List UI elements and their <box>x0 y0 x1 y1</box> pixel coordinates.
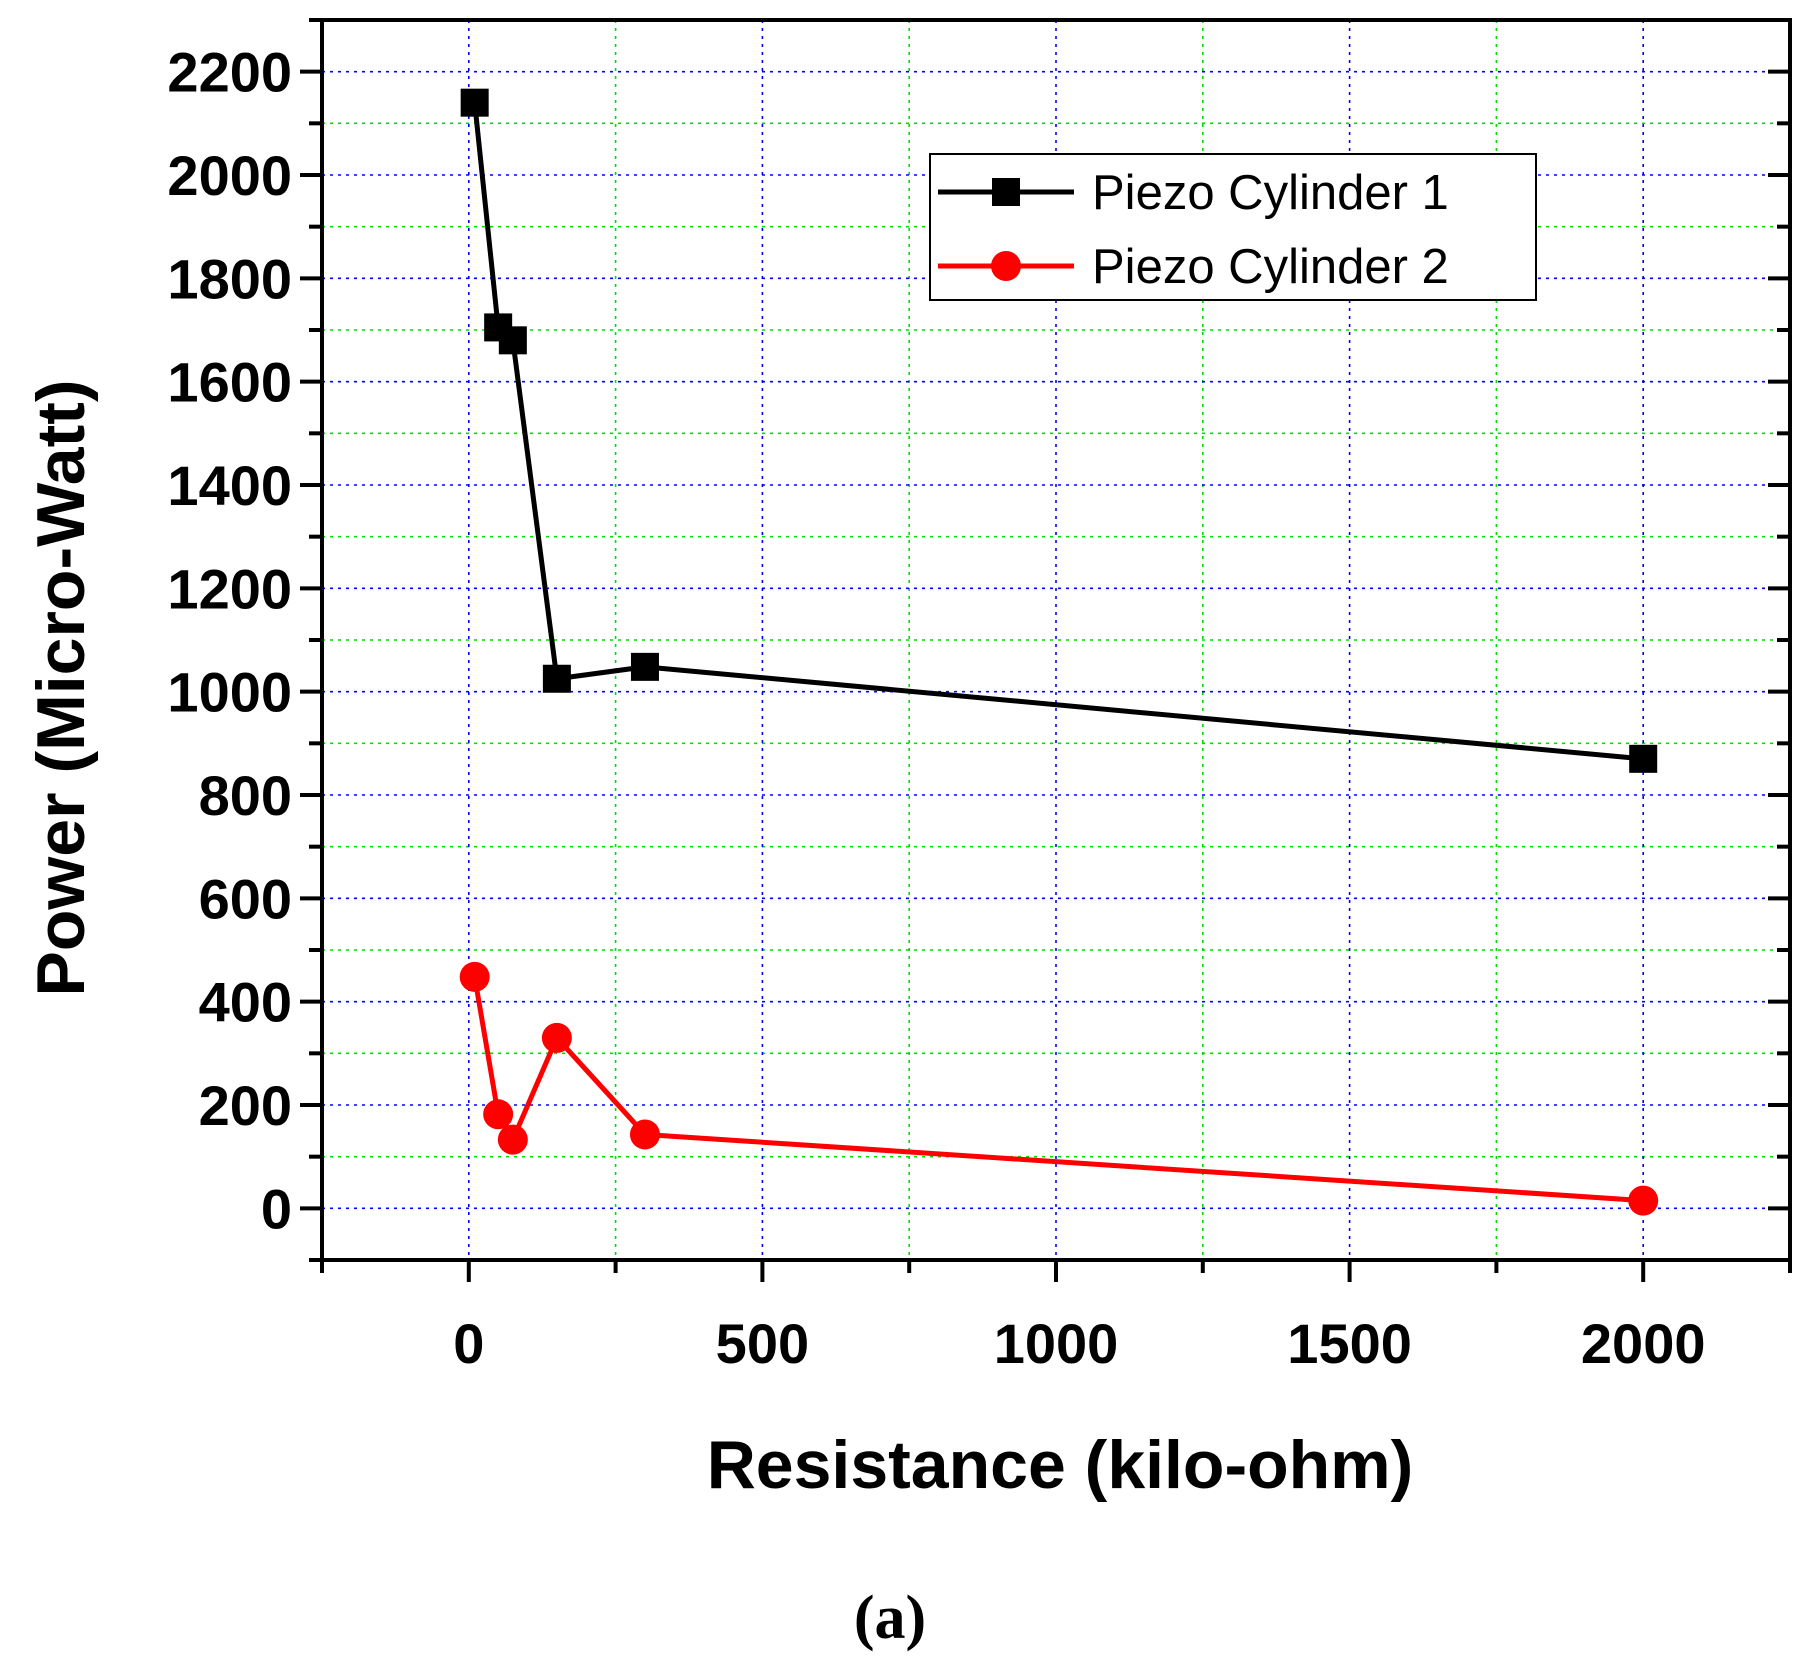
data-point-square <box>460 88 489 117</box>
legend-label: Piezo Cylinder 2 <box>1092 240 1449 294</box>
y-tick-label: 1000 <box>167 661 292 724</box>
legend-marker-circle <box>991 251 1021 281</box>
axis-ticks <box>300 18 1792 1282</box>
data-point-circle <box>483 1099 514 1130</box>
data-point-circle <box>1628 1185 1659 1216</box>
data-series <box>459 88 1659 1216</box>
data-point-square <box>630 652 659 681</box>
data-point-square <box>498 326 527 355</box>
y-tick-label: 400 <box>199 971 292 1034</box>
data-point-circle <box>541 1022 572 1053</box>
y-tick-label: 0 <box>261 1177 292 1240</box>
x-tick-label: 1000 <box>994 1312 1119 1375</box>
y-tick-label: 1200 <box>167 557 292 620</box>
legend: Piezo Cylinder 1 Piezo Cylinder 2 <box>929 153 1537 301</box>
data-point-circle <box>629 1119 660 1150</box>
y-axis-title: Power (Micro-Watt) <box>23 379 99 996</box>
legend-box <box>929 153 1537 301</box>
y-tick-label: 600 <box>199 867 292 930</box>
series-line <box>472 102 1644 762</box>
series-2 <box>459 961 1659 1216</box>
data-point-circle <box>497 1124 528 1155</box>
series-1 <box>460 88 1658 773</box>
y-tick-labels: 0 200 400 600 800 1000 1200 1400 1600 1800 2000 220… <box>167 41 292 1241</box>
legend-entries: Piezo Cylinder 1 Piezo Cylinder 2 <box>938 166 1449 294</box>
data-point-square <box>1629 744 1658 773</box>
y-tick-label: 200 <box>199 1074 292 1137</box>
x-tick-labels: 0 500 1000 1500 2000 <box>453 1312 1705 1375</box>
series-line <box>472 976 1644 1204</box>
legend-entry-1: Piezo Cylinder 1 <box>938 166 1449 220</box>
legend-label: Piezo Cylinder 1 <box>1092 166 1449 220</box>
legend-marker-square <box>992 178 1020 206</box>
legend-entry-2: Piezo Cylinder 2 <box>938 240 1449 294</box>
x-tick-label: 1500 <box>1287 1312 1412 1375</box>
y-tick-label: 2000 <box>167 144 292 207</box>
y-tick-label: 800 <box>199 764 292 827</box>
x-tick-label: 2000 <box>1581 1312 1706 1375</box>
data-point-square <box>542 664 571 693</box>
data-point-circle <box>459 961 490 992</box>
y-tick-label: 2200 <box>167 41 292 104</box>
grid-lines <box>322 20 1790 1260</box>
x-tick-label: 0 <box>453 1312 484 1375</box>
y-tick-label: 1600 <box>167 351 292 414</box>
y-tick-label: 1400 <box>167 454 292 517</box>
figure-caption: (a) <box>854 1584 926 1652</box>
x-tick-label: 500 <box>716 1312 809 1375</box>
y-tick-label: 1800 <box>167 247 292 310</box>
x-axis-title: Resistance (kilo-ohm) <box>707 1427 1414 1503</box>
